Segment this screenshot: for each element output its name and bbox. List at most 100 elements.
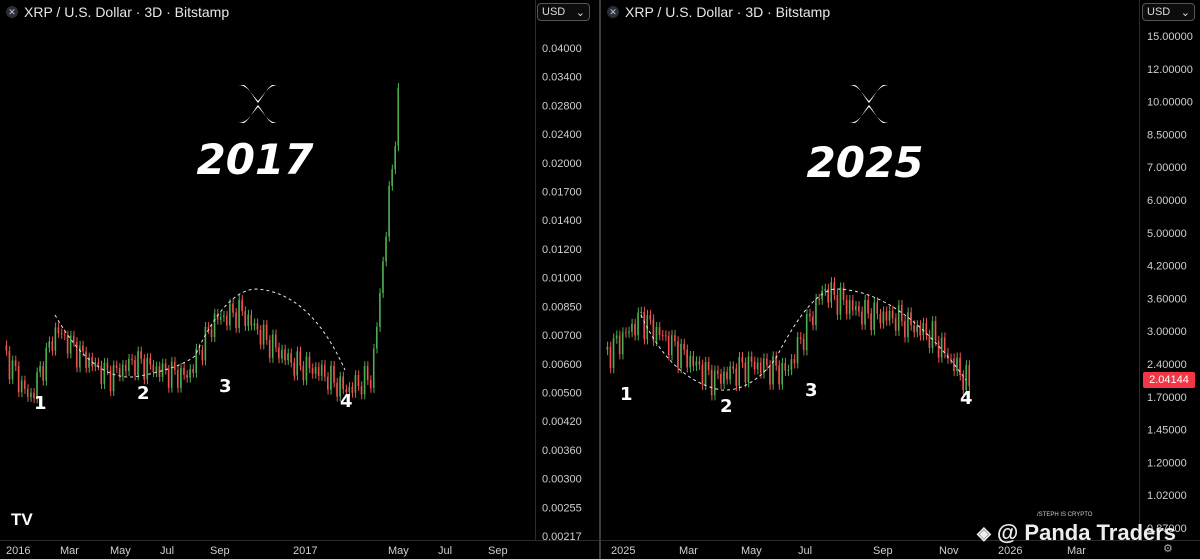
candle-body [131, 358, 133, 361]
left-currency-label: USD [542, 6, 566, 18]
candle-body [302, 365, 305, 381]
candle-body [827, 288, 829, 303]
candle-body [63, 334, 66, 336]
candle-body [698, 361, 701, 365]
candle-body [115, 365, 118, 368]
x-tick-label: May [110, 545, 131, 557]
candle-body [766, 358, 768, 366]
x-tick-label: Nov [939, 545, 959, 557]
candle-body [366, 366, 369, 381]
candle-body [75, 341, 78, 368]
left-currency-select[interactable]: USD ⌄ [537, 3, 590, 21]
candle-body [271, 334, 274, 358]
candle-body [296, 351, 298, 376]
candle-body [287, 353, 289, 361]
x-tick-label: Jul [798, 545, 812, 557]
y-tick-label: 3.00000 [1147, 326, 1187, 338]
x-tick-label: Jul [438, 545, 452, 557]
left-point-1: 1 [34, 393, 47, 414]
y-tick-label: 4.20000 [1147, 261, 1187, 273]
candle-body [674, 335, 676, 342]
left-price-axis[interactable] [535, 0, 599, 540]
candle-body [124, 364, 127, 372]
candle-body [173, 361, 176, 370]
candle-body [235, 312, 237, 328]
candle-body [720, 374, 722, 384]
candle-body [106, 362, 109, 371]
candle-body [735, 368, 737, 386]
tradingview-logo-icon[interactable]: TV [11, 510, 33, 529]
candle-body [167, 369, 170, 388]
candle-body [621, 332, 624, 355]
y-tick-label: 6.00000 [1147, 195, 1187, 207]
candle-body [683, 343, 685, 350]
candle-body [207, 326, 210, 330]
right-currency-select[interactable]: USD ⌄ [1142, 3, 1195, 21]
right-y-ticks: 15.00000 12.00000 10.00000 8.50000 7.00000 6.… [1147, 31, 1193, 535]
left-point-3: 3 [219, 376, 232, 397]
candle-body [805, 313, 808, 351]
candle-body [704, 362, 707, 385]
candle-body [238, 299, 240, 328]
candle-body [385, 236, 387, 262]
x-tick-label: 2026 [998, 545, 1022, 557]
candle-body [637, 312, 639, 336]
candle-body [20, 380, 23, 393]
candle-body [931, 321, 934, 348]
candle-body [36, 372, 38, 399]
chevron-down-icon: ⌄ [1180, 6, 1190, 19]
candle-body [864, 300, 866, 325]
candle-body [649, 314, 652, 320]
xrp-logo-icon [238, 85, 278, 123]
candle-body [5, 345, 8, 351]
candle-body [118, 367, 121, 377]
candle-body [747, 356, 750, 383]
right-point-4: 4 [960, 388, 973, 409]
panel-divider[interactable] [599, 0, 601, 559]
y-tick-label: 7.00000 [1147, 162, 1187, 174]
candle-body [756, 362, 759, 370]
y-tick-label: 1.45000 [1147, 425, 1187, 437]
y-tick-label: 0.02400 [542, 129, 582, 141]
right-point-3: 3 [805, 380, 818, 401]
candle-body [198, 348, 200, 350]
left-point-2: 2 [137, 383, 150, 404]
candle-body [372, 348, 375, 388]
left-year-label: 2017 [197, 135, 315, 184]
binance-icon: ◈ [977, 522, 991, 543]
candle-body [256, 323, 259, 330]
settings-gear-icon[interactable]: ⚙ [1163, 543, 1173, 555]
candle-body [317, 367, 320, 376]
candle-body [904, 321, 906, 338]
x-tick-label: Sep [210, 545, 230, 557]
candle-body [146, 357, 148, 380]
candle-body [900, 305, 903, 322]
x-tick-label: Sep [873, 545, 893, 557]
y-tick-label: 0.00700 [542, 330, 582, 342]
right-price-axis[interactable] [1139, 0, 1200, 540]
candle-body [155, 366, 158, 373]
candle-body [189, 369, 191, 378]
candle-body [79, 345, 81, 368]
candle-body [707, 362, 710, 370]
left-time-axis[interactable] [0, 540, 599, 559]
candle-body [42, 365, 44, 381]
candle-body [778, 365, 780, 385]
right-symbol-title: XRP / U.S. Dollar · 3D · Bitstamp [625, 4, 831, 20]
candle-body [128, 358, 130, 372]
candle-body [652, 319, 655, 341]
y-tick-label: 0.02800 [542, 100, 582, 112]
candle-body [888, 310, 891, 321]
left-x-ticks: 2016 Mar May Jul Sep 2017 May Jul Sep [6, 545, 508, 557]
candle-body [609, 346, 612, 369]
candle-body [738, 357, 740, 386]
candle-body [143, 358, 145, 380]
candle-body [17, 366, 20, 393]
candle-body [369, 380, 372, 388]
candle-body [180, 367, 182, 388]
candle-body [667, 336, 670, 356]
right-time-axis[interactable] [601, 540, 1200, 559]
x-tick-label: May [388, 545, 409, 557]
right-currency-label: USD [1147, 6, 1171, 18]
candle-body [879, 314, 882, 324]
